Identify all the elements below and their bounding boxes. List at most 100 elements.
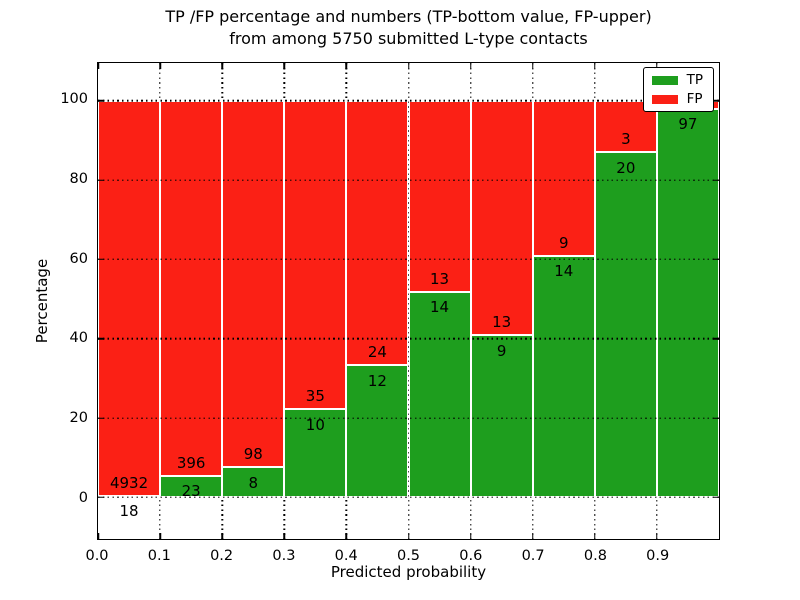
y-tick-left [98, 337, 104, 340]
y-tick-right [713, 99, 719, 102]
x-tick-top [221, 63, 223, 69]
x-tick-top [345, 63, 348, 69]
bar-segment-fp [160, 100, 223, 476]
bar-segment-fp [222, 100, 285, 468]
legend-label: TP [686, 72, 703, 88]
y-tick-right [713, 337, 719, 340]
bar-segment-fp [346, 100, 409, 366]
x-tick-bottom [531, 533, 534, 539]
fp-count-label: 35 [305, 387, 325, 406]
bar-segment-tp [346, 365, 409, 498]
x-tick-label: 0.4 [334, 548, 358, 564]
x-tick-bottom [159, 533, 161, 539]
bar-segment-tp [408, 291, 471, 498]
y-tick-right [713, 496, 719, 499]
tp-count-label: 14 [554, 262, 574, 281]
x-tick-label: 0.2 [210, 548, 234, 564]
bar-segment-fp [470, 100, 533, 336]
tp-count-label: 8 [248, 473, 259, 492]
tp-count-label: 9 [496, 341, 507, 360]
x-tick-bottom [407, 533, 410, 539]
y-tick-label: 0 [78, 489, 88, 506]
tp-count-label: 12 [367, 371, 387, 390]
legend-swatch-tp [651, 75, 678, 85]
x-tick-label: 0.6 [459, 548, 483, 564]
bar-segment-tp [594, 152, 657, 498]
fp-count-label: 24 [367, 343, 387, 362]
bar-segment-fp [532, 100, 595, 256]
x-tick-label: 0.7 [521, 548, 545, 564]
legend-label: FP [686, 91, 703, 107]
x-tick-top [656, 63, 658, 69]
x-tick-bottom [594, 533, 596, 539]
fp-count-label: 4932 [109, 473, 149, 492]
fp-count-label: 13 [492, 313, 512, 331]
x-tick-label: 0.9 [646, 548, 670, 564]
x-tick-bottom [221, 533, 223, 539]
y-tick-left [98, 417, 104, 419]
bar-segment-tp [656, 108, 719, 498]
y-gridline [98, 417, 719, 419]
tp-count-label: 23 [181, 482, 201, 501]
bar-segment-tp [284, 409, 347, 498]
x-tick-top [594, 63, 596, 69]
x-tick-bottom [469, 533, 472, 539]
x-tick-label: 0.1 [147, 548, 171, 564]
legend: TP FP [642, 67, 714, 112]
bar-segment-tp [222, 467, 285, 498]
y-tick-label: 80 [69, 171, 88, 187]
fp-count-label: 98 [243, 445, 263, 464]
y-tick-left [98, 496, 104, 499]
y-tick-left [98, 99, 104, 102]
fp-count-label: 9 [558, 233, 569, 252]
tp-count-label: 10 [305, 415, 325, 434]
y-tick-label: 100 [60, 91, 88, 108]
y-tick-left [98, 258, 104, 261]
x-tick-top [159, 63, 161, 69]
legend-swatch-fp [651, 94, 678, 104]
bar-segment-fp [408, 100, 471, 292]
y-gridline [98, 496, 719, 499]
x-tick-top [531, 63, 534, 69]
legend-item: FP [651, 91, 703, 107]
tp-count-label: 14 [430, 298, 450, 317]
chart-title: TP /FP percentage and numbers (TP-bottom… [97, 6, 720, 50]
y-tick-label: 20 [69, 410, 88, 426]
tp-count-label: 97 [678, 115, 698, 134]
y-tick-right [713, 179, 719, 181]
x-tick-bottom [345, 533, 348, 539]
x-tick-top [407, 63, 410, 69]
y-tick-left [98, 179, 104, 181]
legend-item: TP [651, 72, 703, 88]
x-tick-bottom [97, 533, 99, 539]
plot-area: TP FP 4932 18 396 23 98 8 35 10 24 12 13 14 13 9 9 14 3 20… [97, 62, 720, 540]
bar-segment-fp [284, 100, 347, 410]
tp-count-label: 20 [616, 158, 636, 177]
x-tick-top [283, 63, 286, 69]
bar-segment-tp [470, 335, 533, 498]
chart-title-line1: TP /FP percentage and numbers (TP-bottom… [165, 7, 652, 26]
y-tick-right [713, 258, 719, 261]
x-tick-bottom [283, 533, 286, 539]
y-gridline [98, 337, 719, 340]
fp-count-label: 396 [176, 453, 206, 472]
x-tick-top [97, 63, 99, 69]
y-tick-label: 60 [69, 250, 88, 267]
x-tick-label: 0.8 [583, 548, 607, 564]
fp-count-label: 3 [621, 130, 631, 149]
x-tick-label: 0.0 [85, 548, 109, 564]
x-tick-label: 0.3 [272, 548, 296, 564]
bar-segment-tp [532, 255, 595, 498]
x-tick-label: 0.5 [396, 548, 421, 564]
fp-count-label: 13 [430, 269, 450, 288]
bar-segment-fp [98, 100, 161, 496]
tp-count-label: 18 [119, 502, 139, 521]
y-gridline [98, 99, 719, 102]
y-gridline [98, 179, 719, 181]
x-tick-top [469, 63, 472, 69]
x-axis-title: Predicted probability [330, 563, 487, 581]
y-gridline [98, 258, 719, 261]
y-tick-right [713, 417, 719, 419]
chart-title-line2: from among 5750 submitted L-type contact… [229, 29, 588, 48]
